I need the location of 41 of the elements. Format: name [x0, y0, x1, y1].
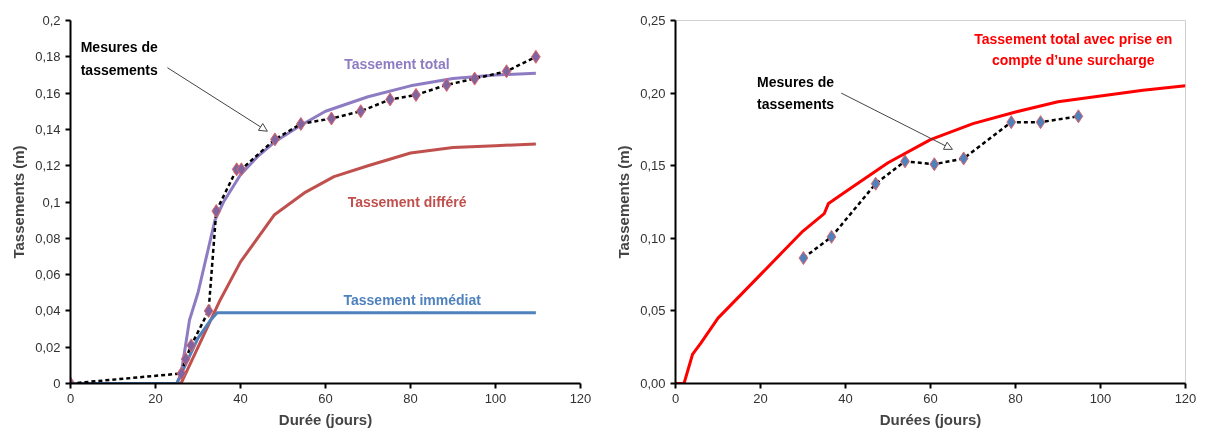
y-tick-label: 0,06	[35, 267, 61, 283]
y-tick-label: 0	[53, 376, 61, 391]
y-tick-label: 0,08	[35, 230, 61, 246]
x-tick-label: 80	[403, 390, 418, 406]
y-tick-label: 0,25	[640, 13, 666, 28]
x-tick-label: 0	[66, 390, 75, 406]
x-tick-label: 120	[1174, 390, 1197, 406]
y-tick-label: 0,05	[640, 303, 666, 319]
x-tick-label: 100	[484, 390, 507, 406]
y-tick-label: 0,16	[35, 85, 61, 101]
x-tick-label: 20	[148, 390, 163, 406]
y-tick-label: 0,12	[35, 158, 61, 174]
y-axis-title: Tassements (m)	[10, 145, 28, 259]
y-tick-label: 0,10	[640, 230, 666, 246]
y-tick-label: 0,2	[42, 13, 61, 28]
series-label: Tassement total	[344, 56, 450, 73]
y-tick-label: 0,20	[640, 85, 666, 101]
x-tick-label: 60	[318, 390, 333, 406]
y-tick-label: 0,1	[42, 194, 61, 210]
x-tick-label: 100	[1089, 390, 1112, 406]
x-tick-label: 60	[923, 390, 938, 406]
x-tick-label: 80	[1008, 390, 1023, 406]
y-tick-label: 0,14	[35, 121, 61, 137]
series-label: Tassement total avec prise en compte d’une surcharge	[974, 31, 1173, 68]
series-label: Tassement immédiat	[343, 292, 482, 309]
y-tick-label: 0,04	[35, 303, 61, 319]
annotation: Mesures de tassements	[757, 73, 835, 113]
annotation: Mesures de tassements	[80, 39, 158, 78]
x-axis-title: Durées (jours)	[879, 410, 982, 428]
y-tick-label: 0,00	[640, 376, 666, 391]
x-axis-title: Durée (jours)	[278, 410, 373, 428]
x-tick-label: 0	[671, 390, 680, 406]
y-tick-label: 0,18	[35, 49, 61, 65]
series-label: Tassement différé	[347, 194, 467, 210]
x-tick-label: 40	[838, 390, 853, 406]
y-axis-title: Tassements (m)	[615, 145, 633, 259]
y-tick-label: 0,02	[35, 339, 61, 355]
x-tick-label: 120	[569, 390, 592, 406]
x-tick-label: 20	[753, 390, 768, 406]
y-tick-label: 0,15	[640, 158, 666, 174]
x-tick-label: 40	[233, 390, 248, 406]
